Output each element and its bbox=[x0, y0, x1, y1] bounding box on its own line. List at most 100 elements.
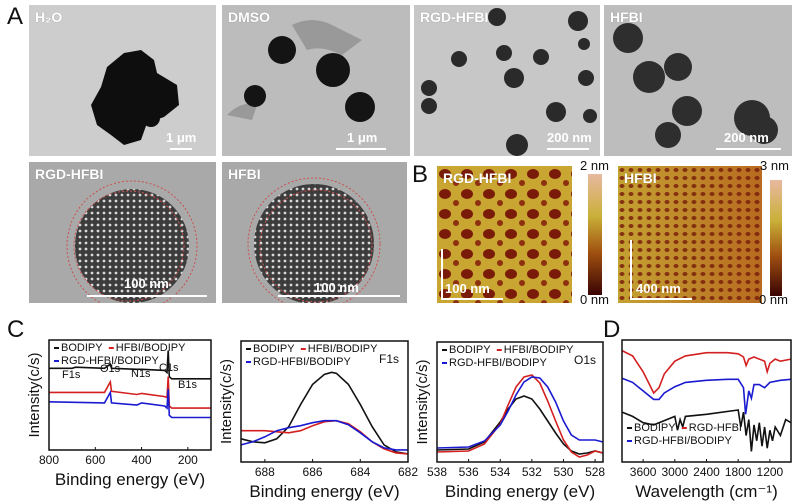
x-tick-label: 800 bbox=[39, 453, 59, 467]
tem-label-rgd-hfbi: RGD-HFBI bbox=[420, 9, 489, 25]
hrtem-label-hfbi: HFBI bbox=[228, 166, 261, 182]
legend-entry: HFBI/BODIPY bbox=[504, 344, 574, 356]
series-line bbox=[240, 419, 408, 451]
axes-frame bbox=[48, 339, 212, 451]
tem-particles-graphic bbox=[222, 5, 410, 156]
scale-label: 1 μm bbox=[347, 130, 378, 145]
tem-particles-graphic bbox=[414, 5, 600, 156]
porous-particle-graphic bbox=[222, 162, 407, 303]
scale-bar bbox=[170, 148, 192, 150]
hrtem-image-hfbi: HFBI 100 nm bbox=[222, 162, 407, 303]
panel-letter-a: A bbox=[7, 3, 24, 30]
series-line bbox=[621, 377, 792, 415]
colorbar-rgd-hfbi bbox=[588, 174, 602, 295]
scale-bar bbox=[716, 148, 781, 150]
chart-title: F1s bbox=[379, 352, 399, 366]
legend-entry: BODIPY bbox=[634, 422, 676, 434]
series-line bbox=[49, 350, 211, 380]
colorbar-hfbi bbox=[770, 180, 782, 296]
peak-annotation: B1s bbox=[178, 379, 197, 391]
tem-image-h2o: H₂O 1 μm bbox=[29, 5, 216, 156]
afm-height-map-graphic bbox=[437, 166, 572, 303]
tem-aggregate-graphic bbox=[29, 5, 216, 156]
colorbar-min-label: 0 nm bbox=[580, 292, 609, 307]
scale-label: 100 nm bbox=[124, 276, 169, 291]
x-tick-label: 686 bbox=[303, 465, 323, 479]
scale-bar bbox=[441, 298, 503, 300]
colorbar-max-label: 3 nm bbox=[760, 158, 789, 173]
scale-bar-vertical bbox=[441, 249, 443, 299]
series-line bbox=[49, 376, 211, 409]
tem-label-h2o: H₂O bbox=[35, 9, 63, 25]
x-tick-label: 536 bbox=[459, 465, 479, 479]
colorbar-max-label: 2 nm bbox=[580, 158, 609, 173]
scale-bar bbox=[336, 148, 386, 150]
legend-entry: RGD-HFBI/BODIPY bbox=[449, 357, 547, 369]
peak-annotation: F1s bbox=[62, 369, 81, 381]
axes-frame bbox=[240, 340, 409, 463]
scale-bar bbox=[630, 298, 692, 300]
series-line bbox=[241, 419, 409, 455]
scale-label: 200 nm bbox=[547, 130, 592, 145]
scale-bar bbox=[547, 148, 589, 150]
series-line bbox=[621, 409, 792, 452]
x-tick-label: 3600 bbox=[630, 465, 657, 479]
legend-entry: BODIPY bbox=[449, 344, 491, 356]
panel-letter-c: C bbox=[7, 316, 25, 343]
porous-particle-graphic bbox=[29, 162, 216, 303]
x-tick-label: 532 bbox=[522, 465, 542, 479]
tem-image-hfbi: HFBI 200 nm bbox=[604, 5, 792, 156]
chart-title: O1s bbox=[574, 353, 596, 367]
x-axis-label: Binding energy (eV) bbox=[55, 470, 205, 489]
scale-bar bbox=[278, 295, 400, 297]
series-line bbox=[621, 349, 792, 395]
tem-label-hfbi: HFBI bbox=[610, 9, 643, 25]
legend-entry: RGD-HFBI/BODIPY bbox=[61, 355, 159, 367]
x-tick-label: 200 bbox=[178, 453, 198, 467]
x-tick-label: 688 bbox=[255, 465, 275, 479]
colorbar-min-label: 0 nm bbox=[759, 292, 788, 307]
legend-entry: RGD-HFBI bbox=[689, 422, 742, 434]
x-tick-label: 530 bbox=[553, 465, 573, 479]
x-tick-label: 1800 bbox=[725, 465, 752, 479]
afm-label-rgd-hfbi: RGD-HFBI bbox=[443, 170, 512, 186]
legend-entry: BODIPY bbox=[253, 343, 295, 355]
series-line bbox=[436, 376, 604, 449]
y-axis-label: Intensity(c/s) bbox=[26, 352, 43, 437]
x-tick-label: 538 bbox=[427, 465, 447, 479]
afm-label-hfbi: HFBI bbox=[624, 170, 657, 186]
panel-letter-b: B bbox=[412, 161, 429, 188]
legend-entry: RGD-HFBI/BODIPY bbox=[253, 356, 351, 368]
hrtem-image-rgd-hfbi: RGD-HFBI 100 nm bbox=[29, 162, 216, 303]
x-tick-label: 600 bbox=[85, 453, 105, 467]
scale-bar-vertical bbox=[630, 240, 632, 299]
legend-entry: BODIPY bbox=[61, 342, 103, 354]
hrtem-label-rgd-hfbi: RGD-HFBI bbox=[35, 166, 104, 182]
legend-entry: RGD-HFBI/BODIPY bbox=[634, 435, 732, 447]
peak-annotation: O1s bbox=[100, 363, 121, 375]
scale-label: 200 nm bbox=[724, 130, 769, 145]
x-tick-label: 534 bbox=[490, 465, 510, 479]
series-line bbox=[48, 389, 211, 419]
x-tick-label: 3000 bbox=[661, 465, 688, 479]
afm-image-hfbi: HFBI 400 nm bbox=[618, 166, 762, 303]
x-axis-label: Wavelength (cm⁻¹) bbox=[635, 482, 777, 501]
x-tick-label: 400 bbox=[132, 453, 152, 467]
scale-label: 1 μm bbox=[166, 130, 197, 145]
y-axis-label: Intensity(c/s) bbox=[218, 359, 235, 444]
x-tick-label: 684 bbox=[350, 465, 370, 479]
legend-entry: HFBI/BODIPY bbox=[308, 343, 378, 355]
tem-image-dmso: DMSO 1 μm bbox=[222, 5, 410, 156]
tem-label-dmso: DMSO bbox=[228, 9, 270, 25]
tem-particles-graphic bbox=[604, 5, 792, 156]
x-tick-label: 2400 bbox=[693, 465, 720, 479]
x-axis-label: Binding energy (eV) bbox=[445, 482, 595, 501]
x-tick-label: 682 bbox=[398, 465, 418, 479]
peak-annotation: N1s bbox=[131, 368, 151, 380]
legend-entry: HFBI/BODIPY bbox=[116, 342, 186, 354]
scale-label: 100 nm bbox=[445, 281, 490, 296]
tem-image-rgd-hfbi: RGD-HFBI 200 nm bbox=[414, 5, 600, 156]
series-line bbox=[436, 395, 604, 455]
x-tick-label: 528 bbox=[585, 465, 605, 479]
